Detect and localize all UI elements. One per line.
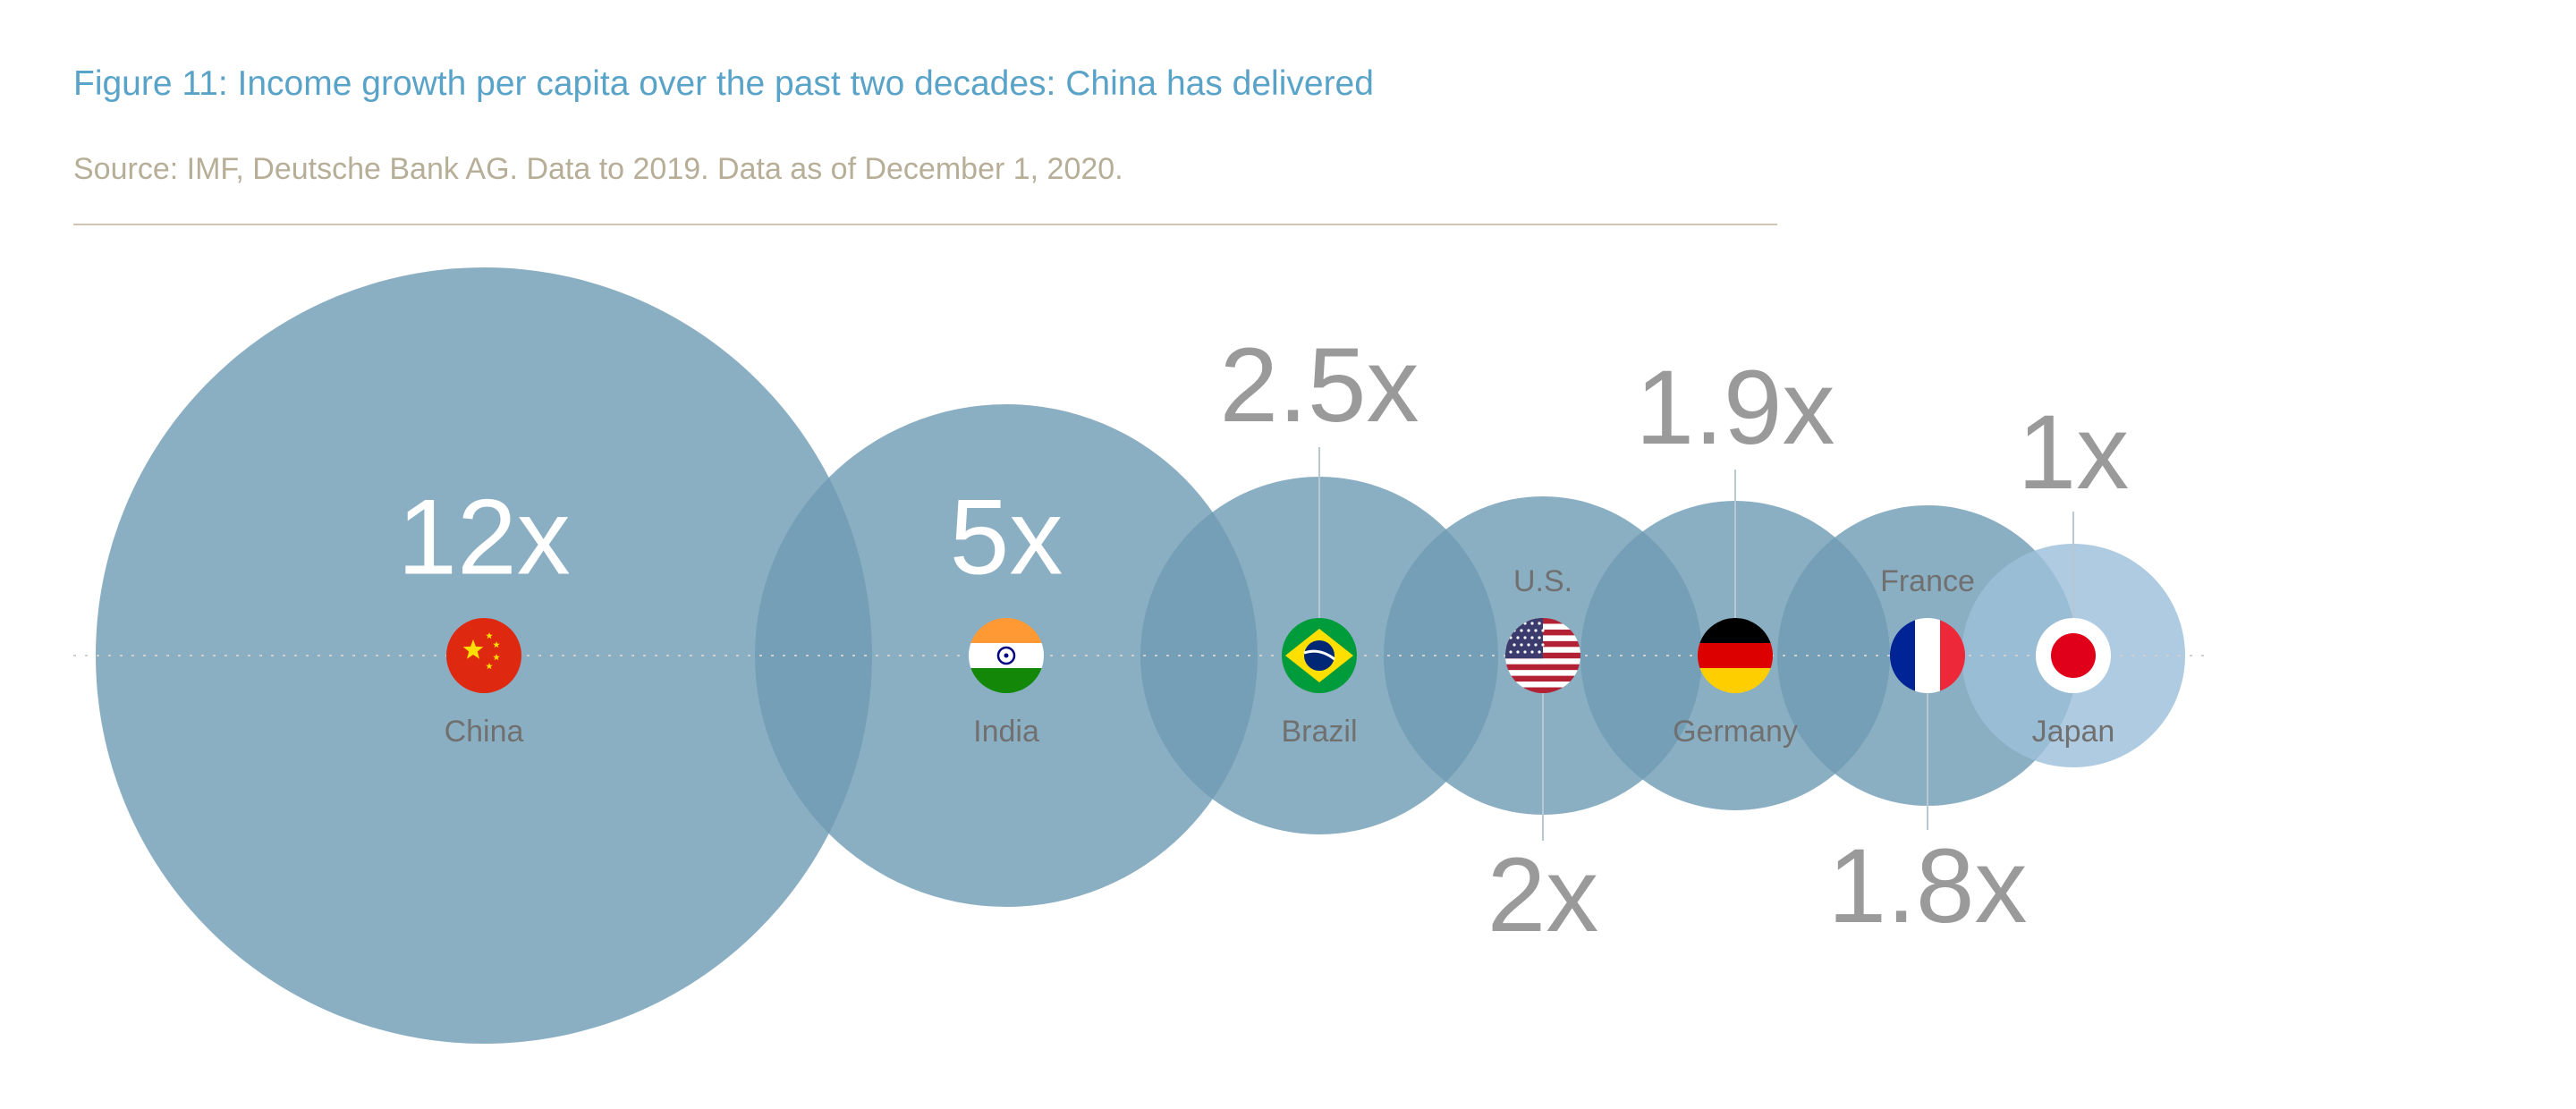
germany-country-label: Germany [1673,715,1798,749]
india-country-label: India [973,715,1039,749]
france-country-label: France [1880,564,1975,598]
france-value-label: 1.8x [1827,827,2027,945]
japan-value-label: 1x [2018,394,2130,512]
india-flag-icon [969,618,1044,693]
chart-title: Figure 11: Income growth per capita over… [73,64,1374,103]
india-value-label: 5x [950,478,1063,597]
brazil-value-label: 2.5x [1219,326,1419,444]
us-value-label: 2x [1487,836,1599,954]
brazil-flag-icon [1282,618,1357,693]
japan-country-label: Japan [2032,715,2115,749]
china-flag-icon [446,618,521,693]
us-country-label: U.S. [1513,564,1572,598]
china-country-label: China [445,715,524,749]
germany-value-label: 1.9x [1635,349,1835,467]
germany-flag-icon [1698,618,1773,693]
brazil-country-label: Brazil [1281,715,1357,749]
france-flag-icon [1890,618,1965,693]
japan-flag-icon [2036,618,2111,693]
china-value-label: 12x [397,478,570,597]
chart-source: Source: IMF, Deutsche Bank AG. Data to 2… [73,152,1123,186]
us-flag-icon [1505,618,1580,693]
title-divider [73,224,1777,225]
